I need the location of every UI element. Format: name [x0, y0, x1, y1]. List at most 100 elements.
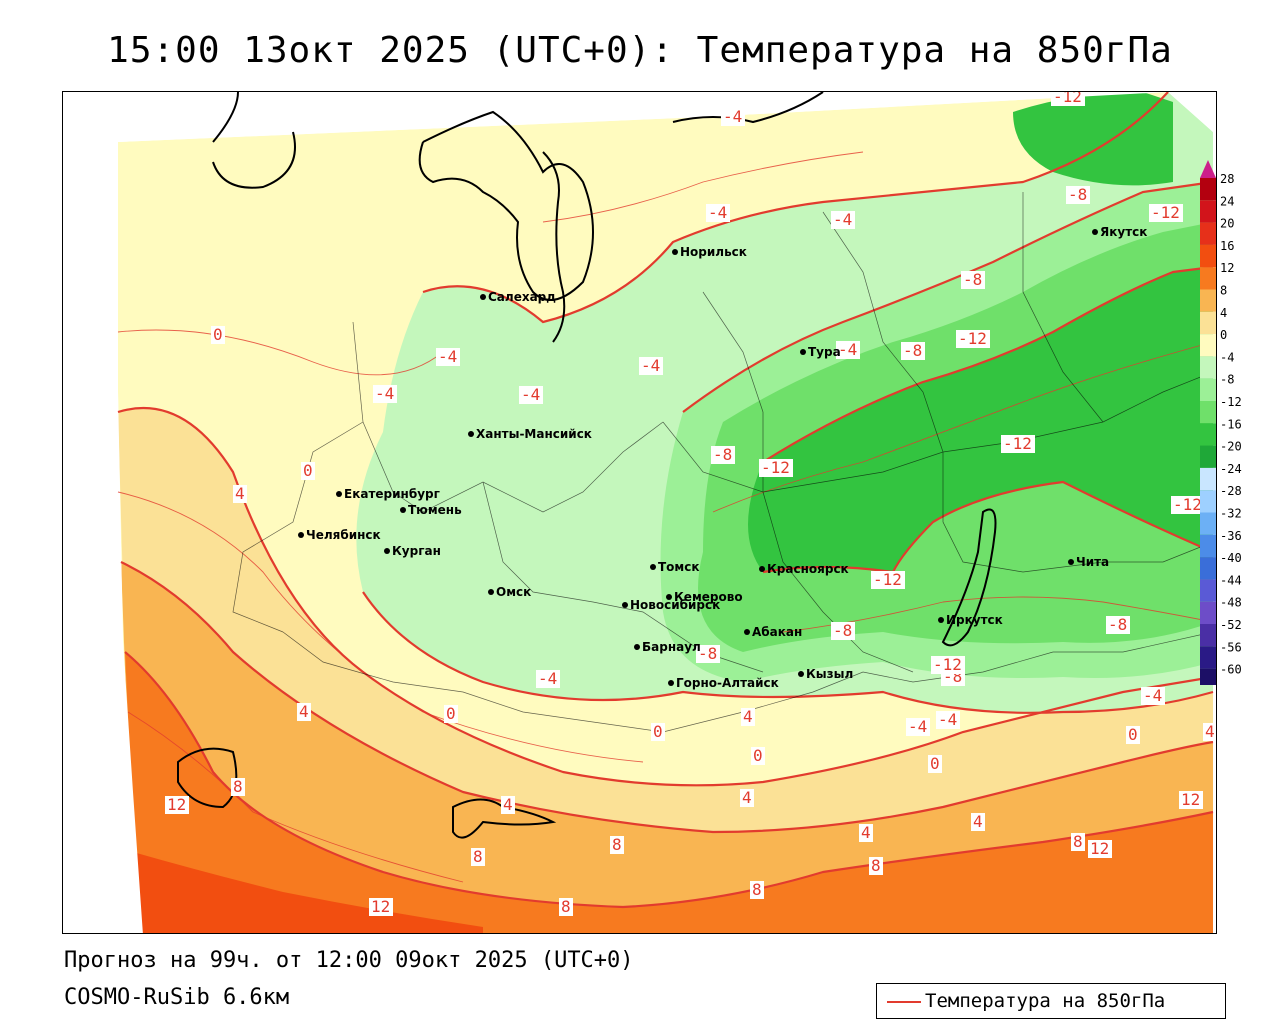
contour-label-bg [233, 485, 247, 503]
city-label: Челябинск [306, 528, 381, 542]
contour-label-text: -4 [938, 710, 957, 729]
contour-label: -4 [1141, 686, 1165, 705]
contour-label-bg [956, 330, 990, 348]
contour-label-text: 12 [167, 795, 186, 814]
city-5: Екатеринбург [336, 487, 440, 501]
scale-tick: -24 [1220, 462, 1242, 476]
scale-tick: -60 [1220, 663, 1242, 677]
contour-label-text: 0 [303, 461, 313, 480]
legend-line-swatch [887, 1001, 921, 1003]
scale-tick: -12 [1220, 395, 1242, 409]
contour-label-text: 0 [1128, 725, 1138, 744]
contour-label: -8 [831, 621, 855, 640]
scale-tick: -8 [1220, 373, 1234, 387]
contour-label-bg [740, 789, 754, 807]
contour-label-bg [1001, 435, 1035, 453]
scale-arrow-top [1200, 160, 1216, 178]
scale-swatch [1200, 311, 1216, 335]
city-7: Челябинск [298, 528, 381, 542]
contour-label-bg [610, 836, 624, 854]
contour-label: -4 [436, 347, 460, 366]
contour-label-text: -8 [1108, 615, 1127, 634]
contour-label-text: 4 [1205, 722, 1215, 741]
contour-label: 0 [211, 325, 225, 344]
contour-label: -4 [519, 385, 543, 404]
contour-label-text: -8 [963, 270, 982, 289]
contour-label-text: -12 [1003, 434, 1032, 453]
contour-label: -12 [1051, 92, 1085, 106]
scale-swatch [1200, 557, 1216, 580]
contour-label-text: -8 [713, 445, 732, 464]
contour-label-text: 4 [742, 788, 752, 807]
isotherm-minus12b [762, 480, 1214, 574]
contour-label: -8 [961, 270, 985, 289]
scale-tick: -36 [1220, 529, 1242, 543]
city-9: Омск [488, 585, 531, 599]
contour-label-text: -4 [1143, 686, 1162, 705]
city-dot [744, 629, 750, 635]
city-dot [798, 671, 804, 677]
contour-label-bg [301, 462, 315, 480]
coastlines [177, 92, 997, 839]
city-dot [1068, 559, 1074, 565]
contour-label: -4 [836, 340, 860, 359]
warm-zone-8 [121, 562, 1213, 933]
contour-label-text: -12 [761, 458, 790, 477]
scale-swatch [1200, 624, 1216, 647]
contour-label-text: 4 [861, 823, 871, 842]
contour-label: -4 [831, 210, 855, 229]
isotherm-4 [120, 561, 1214, 834]
city-4: Ханты-Мансийск [468, 427, 592, 441]
city-16: Горно-Алтайск [668, 676, 779, 690]
city-label: Томск [658, 560, 700, 574]
temperature-map: -12 -4 -4 -4 -8 -12 -8 -8 -12 0 -4 -4 -4 -4 -8 -12 -12 0 4… [62, 91, 1217, 934]
city-dot [668, 680, 674, 686]
contour-label-bg [444, 705, 458, 723]
scale-swatch [1200, 378, 1216, 401]
scale-swatch [1200, 401, 1216, 424]
contour-label-text: -8 [903, 341, 922, 360]
contour-label-bg [750, 881, 764, 899]
contour-label-text: 0 [213, 325, 223, 344]
contour-label-text: -4 [375, 384, 394, 403]
warm-zone-12 [125, 652, 1213, 933]
contour-label: -12 [931, 655, 965, 674]
scale-tick: 28 [1220, 172, 1234, 186]
isotherm-0 [117, 406, 1214, 787]
contour-label-bg [651, 723, 665, 741]
contour-label-text: -4 [833, 210, 852, 229]
contour-label: -4 [936, 710, 960, 729]
contour-label: 12 [1179, 790, 1203, 809]
contour-label: 8 [471, 847, 485, 866]
contour-label: -12 [956, 329, 990, 348]
contour-label: 0 [444, 704, 458, 723]
scale-swatch [1200, 668, 1216, 685]
cities: Якутск Норильск Салехард Тура Ханты-Мансийск… [298, 225, 1147, 690]
contour-label-bg [741, 708, 755, 726]
contour-label-text: 12 [371, 897, 390, 916]
scale-swatch [1200, 579, 1216, 602]
city-dot [488, 589, 494, 595]
city-label: Курган [392, 544, 441, 558]
contour-label: 0 [751, 746, 765, 765]
contour-label-bg [231, 778, 245, 796]
contour-label-text: -4 [521, 385, 540, 404]
contour-label-text: 8 [1073, 832, 1083, 851]
contour-label: 4 [1203, 722, 1216, 741]
contour-label-bg [836, 341, 860, 359]
contour-label: -12 [871, 570, 905, 589]
contour-label-text: -4 [723, 107, 742, 126]
scale-tick: -28 [1220, 484, 1242, 498]
contour-label-bg [706, 204, 730, 222]
contour-label: 4 [740, 788, 754, 807]
contour-label-text: -4 [708, 203, 727, 222]
contour-label: 4 [233, 484, 247, 503]
contour-label-bg [711, 446, 735, 464]
scale-tick: 8 [1220, 284, 1227, 298]
contour-label-bg [373, 385, 397, 403]
contour-label: 4 [297, 702, 311, 721]
city-0: Якутск [1092, 225, 1147, 239]
contour-label: 4 [741, 707, 755, 726]
city-3: Тура [800, 345, 841, 359]
contour-label-text: 4 [973, 812, 983, 831]
